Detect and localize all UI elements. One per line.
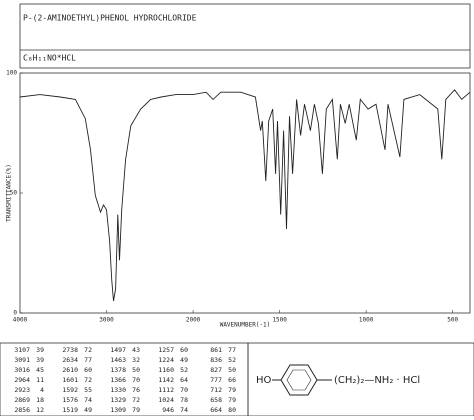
peak-transmittance: 76 — [132, 386, 140, 394]
x-tick-label: 1500 — [272, 317, 287, 324]
spectrum-line — [19, 89, 471, 302]
peak-transmittance: 43 — [132, 346, 140, 354]
peak-wavenumber: 1601 — [62, 376, 78, 384]
peak-wavenumber: 1224 — [158, 356, 174, 364]
compound-name: P-(2-AMINOETHYL)PHENOL HYDROCHLORIDE — [23, 14, 197, 23]
peak-transmittance: 52 — [180, 366, 188, 374]
peak-wavenumber: 1519 — [62, 406, 78, 414]
peak-wavenumber: 2856 — [14, 406, 30, 414]
peak-wavenumber: 1160 — [158, 366, 174, 374]
header-box — [19, 3, 471, 69]
peak-wavenumber: 1257 — [158, 346, 174, 354]
y-tick-label: 100 — [6, 70, 17, 77]
plot-frame — [19, 72, 471, 314]
peak-transmittance: 39 — [36, 346, 44, 354]
peak-transmittance: 12 — [36, 406, 44, 414]
peak-wavenumber: 836 — [210, 356, 222, 364]
peak-wavenumber: 664 — [210, 406, 222, 414]
benzene-inner — [286, 369, 312, 391]
peak-transmittance: 11 — [36, 376, 44, 384]
peak-transmittance: 80 — [228, 406, 236, 414]
peak-transmittance: 50 — [228, 366, 236, 374]
peak-transmittance: 18 — [36, 396, 44, 404]
x-tick-label: 2000 — [186, 317, 201, 324]
peak-transmittance: 70 — [132, 376, 140, 384]
peak-wavenumber: 777 — [210, 376, 222, 384]
peak-transmittance: 74 — [180, 406, 188, 414]
peak-transmittance: 74 — [84, 396, 92, 404]
peak-wavenumber: 1024 — [158, 396, 174, 404]
peak-transmittance: 50 — [132, 366, 140, 374]
peak-wavenumber: 3016 — [14, 366, 30, 374]
y-tick-label: 0 — [13, 310, 17, 317]
peak-wavenumber: 2738 — [62, 346, 78, 354]
x-tick-label: 500 — [447, 317, 458, 324]
peak-wavenumber: 946 — [162, 406, 174, 414]
x-axis-label: WAVENUMBER(-1) — [220, 322, 271, 329]
peak-transmittance: 49 — [84, 406, 92, 414]
peak-transmittance: 39 — [36, 356, 44, 364]
peak-wavenumber: 712 — [210, 386, 222, 394]
structure-drawing: HO (CH₂)₂—NH₂ · HCl — [256, 364, 420, 396]
peak-wavenumber: 1378 — [110, 366, 126, 374]
peak-wavenumber: 2634 — [62, 356, 78, 364]
peak-transmittance: 70 — [180, 386, 188, 394]
peak-transmittance: 79 — [132, 406, 140, 414]
peak-transmittance: 77 — [84, 356, 92, 364]
x-tick-label: 1000 — [359, 317, 374, 324]
peak-transmittance: 72 — [84, 346, 92, 354]
peak-wavenumber: 1592 — [62, 386, 78, 394]
peak-transmittance: 49 — [180, 356, 188, 364]
y-axis-label: TRANSMITTANCE(%) — [6, 164, 13, 222]
peak-wavenumber: 2964 — [14, 376, 30, 384]
peak-wavenumber: 1366 — [110, 376, 126, 384]
structure-left: HO — [256, 375, 272, 386]
peak-transmittance: 4 — [40, 386, 44, 394]
peak-transmittance: 79 — [228, 396, 236, 404]
peak-wavenumber: 827 — [210, 366, 222, 374]
peak-transmittance: 77 — [228, 346, 236, 354]
x-tick-label: 3000 — [99, 317, 114, 324]
peak-wavenumber: 658 — [210, 396, 222, 404]
benzene-ring — [280, 364, 318, 396]
peak-wavenumber: 2869 — [14, 396, 30, 404]
peak-transmittance: 72 — [84, 376, 92, 384]
peak-wavenumber: 1309 — [110, 406, 126, 414]
formula: C₈H₁₁NO*HCL — [23, 54, 76, 63]
peak-transmittance: 45 — [36, 366, 44, 374]
peak-wavenumber: 2923 — [14, 386, 30, 394]
peak-transmittance: 66 — [228, 376, 236, 384]
peak-wavenumber: 861 — [210, 346, 222, 354]
peak-wavenumber: 3107 — [14, 346, 30, 354]
peak-transmittance: 72 — [132, 396, 140, 404]
peak-transmittance: 64 — [180, 376, 188, 384]
peak-transmittance: 60 — [84, 366, 92, 374]
x-tick-label: 4000 — [13, 317, 28, 324]
structure-right: (CH₂)₂—NH₂ · HCl — [334, 375, 420, 386]
peak-wavenumber: 1330 — [110, 386, 126, 394]
peak-transmittance: 32 — [132, 356, 140, 364]
peak-transmittance: 60 — [180, 346, 188, 354]
peak-transmittance: 79 — [228, 386, 236, 394]
peak-wavenumber: 1329 — [110, 396, 126, 404]
peak-transmittance: 52 — [228, 356, 236, 364]
peak-wavenumber: 1112 — [158, 386, 174, 394]
peak-wavenumber: 1576 — [62, 396, 78, 404]
peak-wavenumber: 3091 — [14, 356, 30, 364]
peak-transmittance: 55 — [84, 386, 92, 394]
y-tick-label: 50 — [10, 190, 18, 197]
peak-wavenumber: 1497 — [110, 346, 126, 354]
peak-wavenumber: 1463 — [110, 356, 126, 364]
peak-transmittance: 78 — [180, 396, 188, 404]
peak-wavenumber: 2610 — [62, 366, 78, 374]
peak-wavenumber: 1142 — [158, 376, 174, 384]
